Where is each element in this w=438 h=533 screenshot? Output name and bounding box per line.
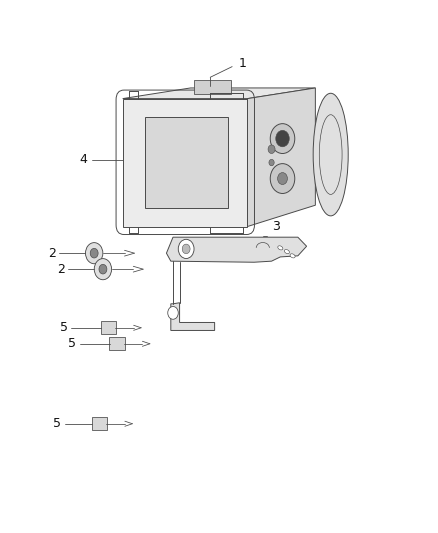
Circle shape bbox=[168, 306, 178, 319]
Ellipse shape bbox=[313, 93, 348, 216]
Text: 5: 5 bbox=[68, 337, 76, 350]
FancyBboxPatch shape bbox=[92, 417, 107, 430]
Ellipse shape bbox=[290, 254, 295, 258]
Ellipse shape bbox=[278, 246, 283, 250]
Text: 2: 2 bbox=[57, 263, 65, 276]
Circle shape bbox=[269, 159, 274, 166]
Circle shape bbox=[178, 239, 194, 259]
Circle shape bbox=[276, 131, 289, 147]
Circle shape bbox=[94, 259, 112, 280]
Circle shape bbox=[268, 145, 275, 154]
Circle shape bbox=[85, 243, 103, 264]
FancyBboxPatch shape bbox=[101, 321, 116, 334]
Polygon shape bbox=[123, 88, 315, 99]
Circle shape bbox=[99, 264, 107, 274]
Circle shape bbox=[278, 173, 287, 184]
Circle shape bbox=[270, 124, 295, 154]
Circle shape bbox=[90, 248, 98, 258]
Ellipse shape bbox=[284, 249, 290, 254]
FancyBboxPatch shape bbox=[110, 337, 124, 350]
Text: 5: 5 bbox=[60, 321, 67, 334]
Polygon shape bbox=[166, 237, 307, 262]
Text: 4: 4 bbox=[79, 154, 87, 166]
Polygon shape bbox=[171, 303, 215, 330]
Text: 2: 2 bbox=[49, 247, 57, 260]
FancyBboxPatch shape bbox=[194, 80, 231, 94]
Circle shape bbox=[182, 244, 190, 254]
Polygon shape bbox=[123, 99, 247, 227]
Circle shape bbox=[270, 164, 295, 193]
Text: 3: 3 bbox=[272, 220, 280, 233]
Text: 1: 1 bbox=[239, 58, 247, 70]
Polygon shape bbox=[145, 117, 228, 208]
Polygon shape bbox=[247, 88, 315, 227]
Text: 5: 5 bbox=[53, 417, 61, 430]
